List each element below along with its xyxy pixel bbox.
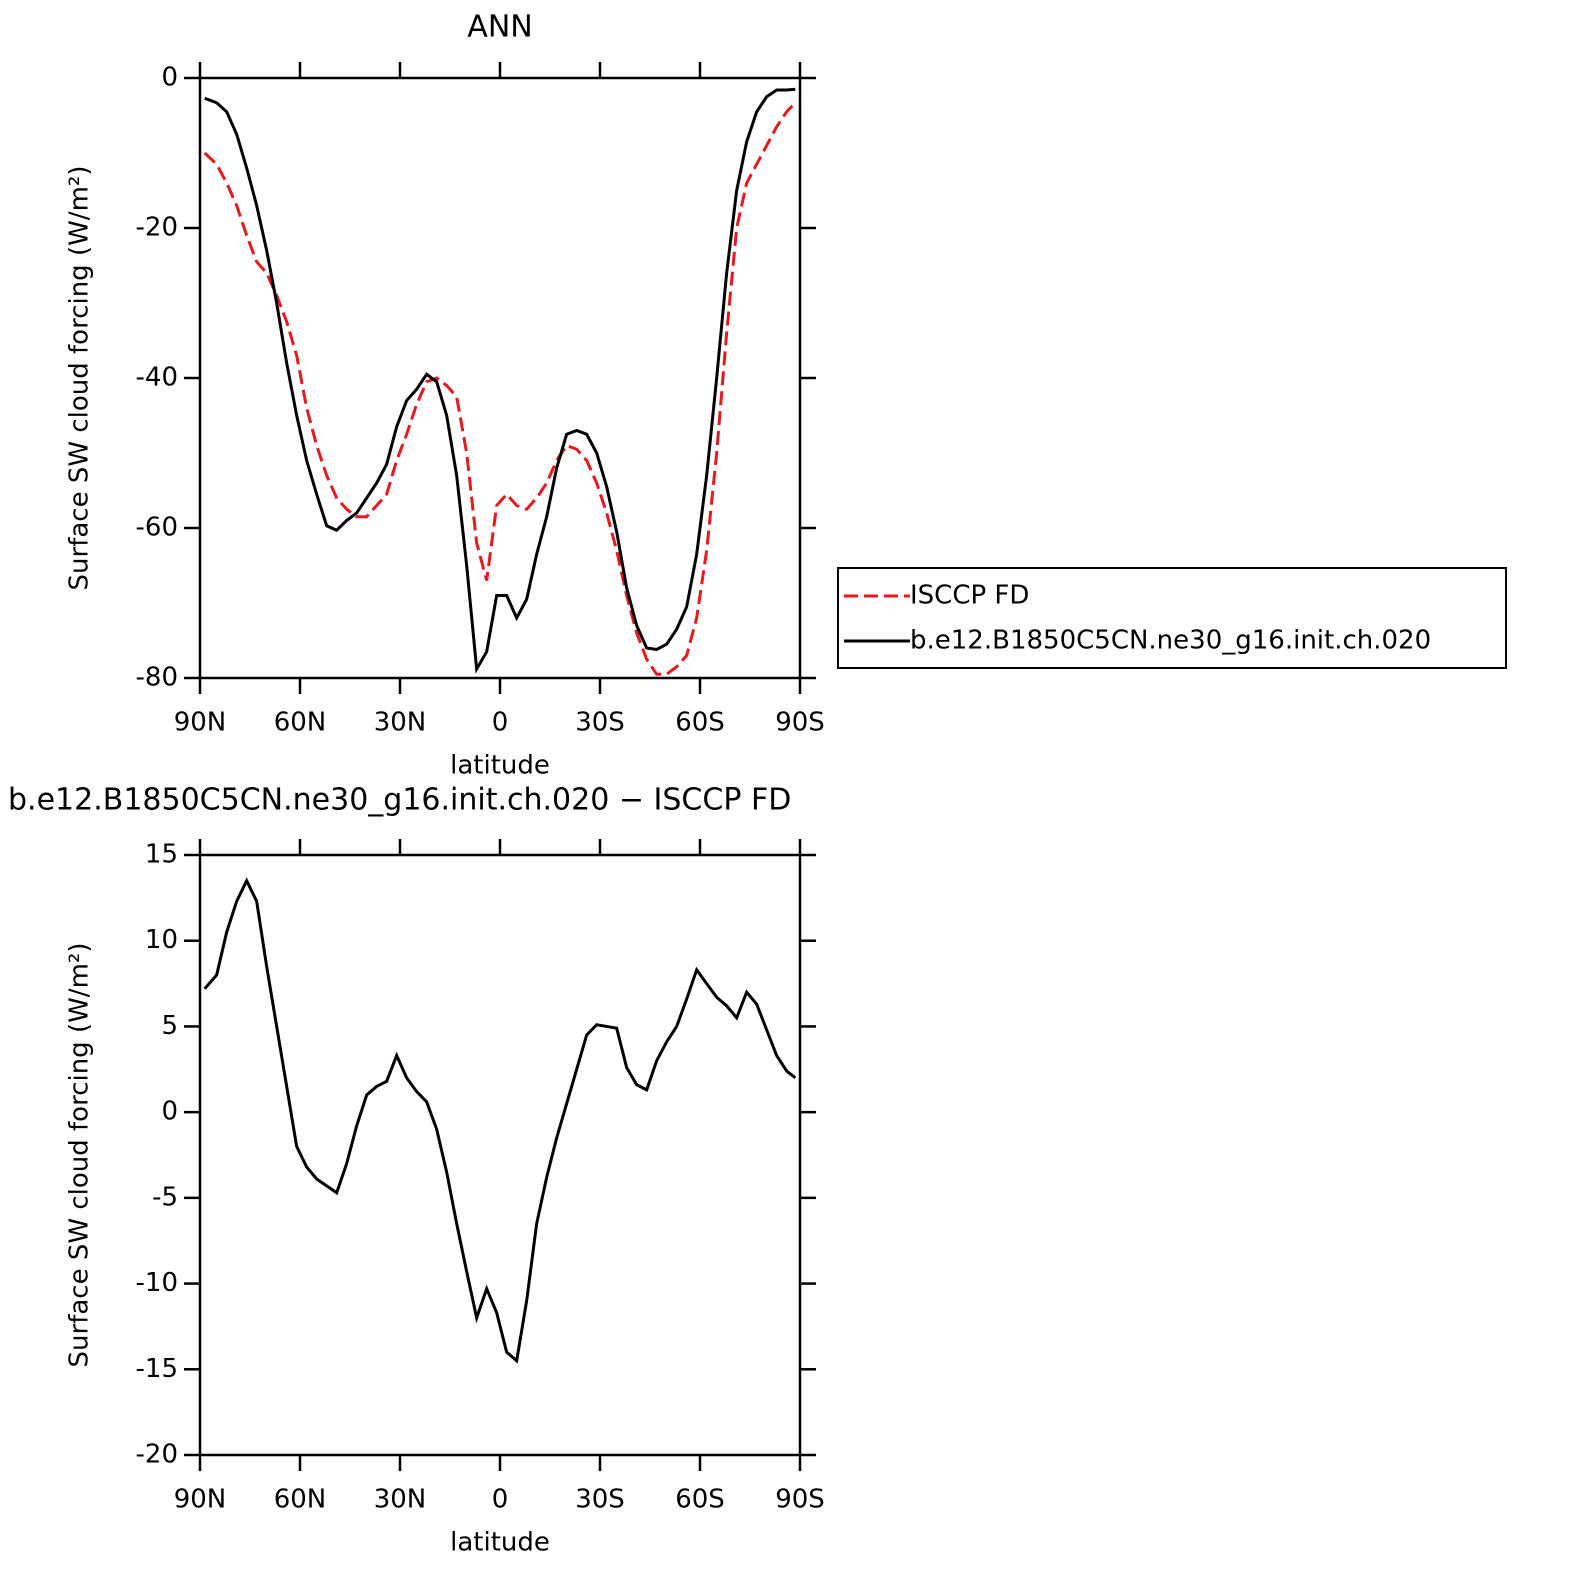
y-tick-label: -80: [136, 663, 178, 693]
x-tick-label: 60N: [274, 1485, 327, 1515]
legend-label: b.e12.B1850C5CN.ne30_g16.init.ch.020: [910, 626, 1431, 656]
chart-title: b.e12.B1850C5CN.ne30_g16.init.ch.020 − I…: [8, 783, 791, 818]
data-line: [204, 87, 796, 674]
y-tick-label: -60: [136, 513, 178, 543]
x-tick-label: 90N: [174, 1485, 227, 1515]
data-line: [203, 877, 797, 1364]
x-tick-label: 60S: [675, 708, 725, 738]
y-tick-label: 0: [161, 1097, 178, 1127]
y-tick-label: 15: [145, 840, 178, 870]
x-tick-label: 30N: [374, 708, 427, 738]
x-tick-label: 90S: [775, 708, 825, 738]
x-tick-label: 30S: [575, 1485, 625, 1515]
x-tick-label: 90S: [775, 1485, 825, 1515]
y-tick-label: 0: [161, 63, 178, 93]
x-tick-label: 60S: [675, 1485, 725, 1515]
x-tick-label: 90N: [174, 708, 227, 738]
legend-box: [837, 567, 1507, 669]
y-tick-label: -10: [136, 1268, 178, 1298]
chart-title: ANN: [467, 10, 532, 45]
x-tick-label: 0: [492, 1485, 509, 1515]
y-tick-label: -40: [136, 363, 178, 393]
data-line: [203, 101, 797, 676]
y-tick-label: -15: [136, 1354, 178, 1384]
y-tick-label: 5: [161, 1011, 178, 1041]
x-tick-label: 0: [492, 708, 509, 738]
x-tick-label: 30S: [575, 708, 625, 738]
legend-label: ISCCP FD: [910, 581, 1029, 611]
y-axis-label: Surface SW cloud forcing (W/m²): [65, 943, 95, 1368]
x-axis-label: latitude: [450, 1528, 550, 1558]
y-tick-label: 10: [145, 925, 178, 955]
y-tick-label: -20: [136, 1440, 178, 1470]
plot-frame: [198, 853, 802, 1457]
x-axis-label: latitude: [450, 751, 550, 781]
y-tick-label: -5: [152, 1182, 178, 1212]
x-tick-label: 60N: [274, 708, 327, 738]
x-tick-label: 30N: [374, 1485, 427, 1515]
y-tick-label: -20: [136, 213, 178, 243]
y-axis-label: Surface SW cloud forcing (W/m²): [65, 166, 95, 591]
